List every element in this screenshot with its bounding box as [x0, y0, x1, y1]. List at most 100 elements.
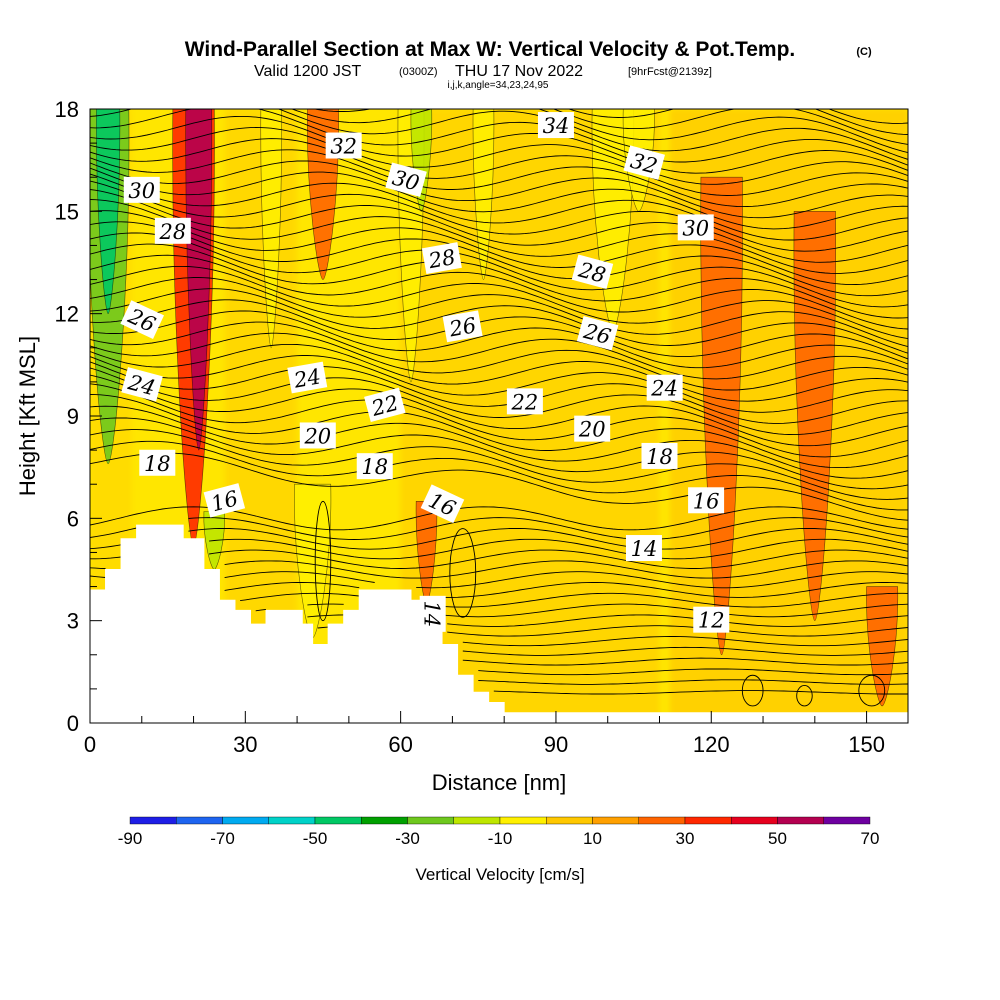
theta-contour-line	[90, 332, 908, 391]
theta-contour-line	[462, 657, 908, 666]
theta-contour-line	[90, 383, 908, 458]
y-tick-label: 3	[67, 609, 79, 634]
theta-contour-line	[90, 138, 908, 196]
contour-label-text: 24	[291, 364, 322, 392]
y-axis-label: Height [Kft MSL]	[15, 336, 40, 496]
colorbar-swatch	[638, 816, 686, 825]
theta-contour-label: 26	[442, 310, 483, 343]
theta-contour-line	[90, 221, 908, 297]
y-tick-label: 12	[55, 302, 79, 327]
theta-contour-line	[90, 243, 908, 319]
colorbar-label: Vertical Velocity [cm/s]	[415, 865, 584, 884]
w-cell-outline	[449, 528, 477, 618]
colorbar-swatch	[129, 816, 177, 825]
theta-contour-line	[90, 167, 908, 230]
contour-label-text: 32	[330, 135, 357, 159]
theta-contour-line	[90, 527, 908, 550]
colorbar-swatch	[592, 816, 639, 825]
contour-label-bg	[571, 254, 614, 289]
theta-contour-line	[90, 189, 908, 263]
colorbar-swatch	[268, 816, 316, 825]
theta-contour-line	[90, 417, 908, 490]
contour-label-bg	[154, 217, 191, 244]
contour-label-bg	[688, 487, 725, 514]
theta-contour-label: 26	[576, 315, 619, 351]
theta-contour-line	[90, 355, 908, 413]
theta-contour-line	[90, 361, 908, 424]
contour-label-bg	[203, 483, 246, 518]
subtitle-date: THU 17 Nov 2022	[455, 63, 583, 80]
theta-contour-line	[90, 440, 908, 511]
y-tick-label: 15	[55, 199, 79, 224]
theta-contour-line	[90, 374, 908, 447]
colorbar-swatch	[407, 816, 454, 825]
x-tick-label: 120	[693, 732, 730, 757]
theta-contour-label: 16	[688, 487, 725, 514]
contour-label-text: 18	[144, 452, 171, 476]
x-axis-label: Distance [nm]	[432, 770, 567, 795]
colorbar-swatch	[453, 816, 501, 825]
colorbar-tick-label: -50	[303, 829, 328, 848]
subtitle-forecast: [9hrFcst@2139z]	[628, 66, 712, 78]
theta-contour-label: 18	[356, 453, 393, 480]
theta-contour-label: 30	[385, 162, 427, 197]
theta-contour-line	[478, 679, 908, 685]
w-cell-outline	[796, 685, 813, 707]
theta-contour-label: 30	[123, 176, 160, 203]
theta-contour-line	[90, 560, 908, 579]
contour-label-text: 26	[447, 313, 478, 341]
colorbar-tick-label: 30	[676, 829, 695, 848]
theta-contour-line	[90, 109, 908, 166]
contour-label-bg	[325, 132, 362, 159]
contour-label-bg	[442, 310, 483, 343]
colorbar-swatch	[361, 816, 408, 825]
theta-contour-label: 24	[121, 367, 163, 402]
contour-label-bg	[421, 242, 462, 275]
theta-contour-label: 28	[421, 242, 462, 275]
colorbar-tick-label: 50	[768, 829, 787, 848]
theta-contour-label: 24	[646, 374, 683, 401]
contour-label-bg	[574, 415, 611, 442]
colorbar-swatch	[314, 816, 362, 825]
contour-label-text: 14	[631, 537, 658, 561]
w-feature-outline	[472, 109, 495, 280]
contour-label-text: 14	[420, 600, 444, 627]
colorbar-swatch	[731, 816, 778, 825]
contour-label-bg	[677, 214, 714, 241]
chart-subtitle: Valid 1200 JST (0300Z) THU 17 Nov 2022 […	[254, 63, 712, 80]
theta-contour-line	[240, 592, 908, 608]
x-tick-label: 60	[388, 732, 412, 757]
colorbar-swatch	[176, 816, 223, 825]
colorbar-tick-label: 10	[583, 829, 602, 848]
theta-contour-line	[90, 310, 908, 369]
w-feature-outline	[700, 176, 743, 656]
y-tick-label: 18	[55, 97, 79, 122]
theta-contour-line	[90, 367, 908, 436]
contour-label-bg	[120, 300, 165, 339]
theta-contour-label: 18	[139, 449, 176, 476]
y-tick-label: 9	[67, 404, 79, 429]
contour-label-text: 30	[682, 216, 709, 240]
theta-contour-line	[462, 646, 908, 656]
x-tick-label: 90	[544, 732, 568, 757]
theta-contour-line	[90, 277, 908, 348]
theta-contour-label: 24	[287, 361, 328, 394]
chart-title-unit: (C)	[856, 46, 872, 58]
colorbar-swatch	[499, 816, 547, 825]
colorbar-tick-label: -10	[488, 829, 513, 848]
contour-label-bg	[419, 595, 446, 632]
contour-label-text: 16	[693, 489, 720, 513]
chart-params: i,j,k,angle=34,23,24,95	[448, 80, 549, 91]
y-axis: 0 3 6 9 12 15 18	[55, 97, 102, 736]
colorbar-swatch	[546, 816, 593, 825]
y-tick-label: 6	[67, 506, 79, 531]
theta-contour-line	[90, 549, 908, 569]
contour-label-text: 24	[650, 377, 678, 401]
theta-contour-line	[90, 149, 908, 208]
w-feature-outline	[793, 211, 836, 621]
theta-contour-label: 14	[419, 595, 446, 632]
contour-label-text: 12	[698, 609, 725, 633]
contour-label-bg	[506, 388, 543, 415]
